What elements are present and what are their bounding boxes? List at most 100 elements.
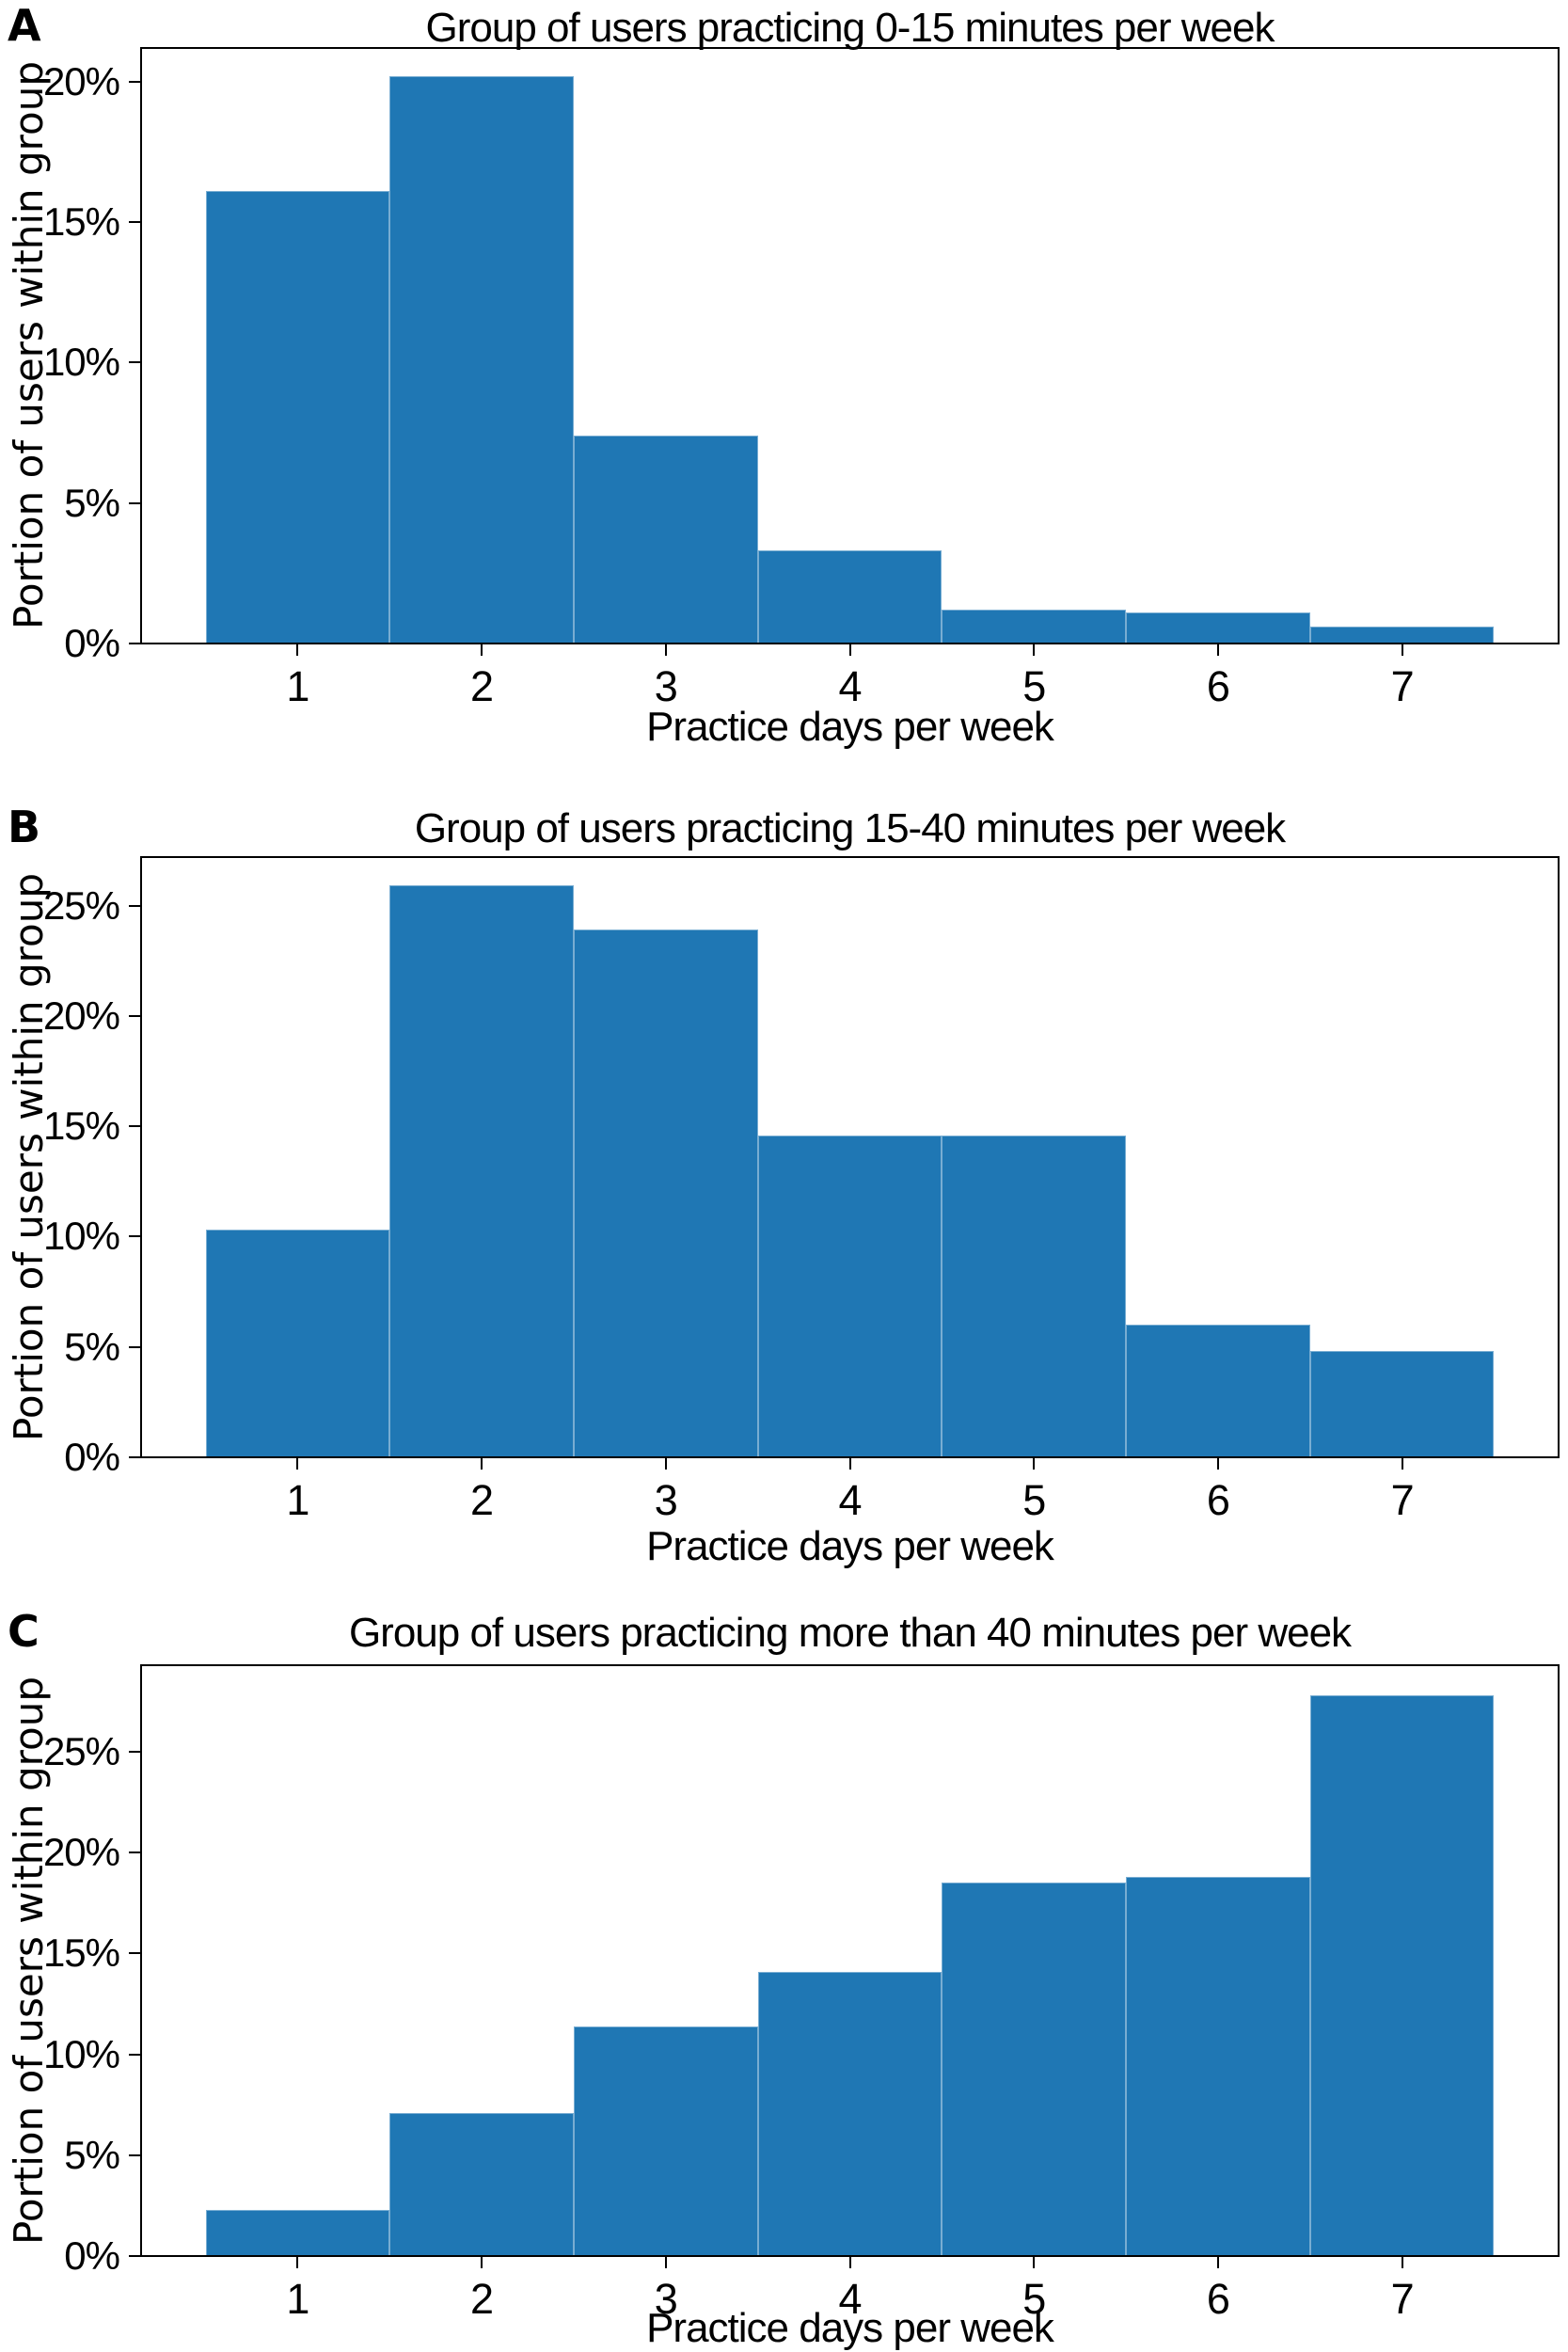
y-tick-label-panel-b-0: 0% [64,1435,120,1479]
y-axis-label-c: Portion of users within group [6,1677,52,2245]
histogram-bar-panel-a-day-6 [1126,612,1310,644]
x-tick-panel-a-5 [1033,644,1036,656]
panel-title-a: Group of users practicing 0-15 minutes p… [425,5,1275,51]
y-tick-label-panel-c-10: 10% [42,2031,120,2076]
x-tick-panel-a-4 [848,644,851,656]
y-tick-panel-b-15 [129,1125,140,1128]
y-tick-panel-c-25 [129,1751,140,1754]
x-tick-label-panel-b-6: 6 [1206,1476,1230,1524]
x-axis-label-b: Practice days per week [646,1523,1054,1569]
x-tick-panel-b-4 [848,1458,851,1470]
y-tick-label-panel-c-0: 0% [64,2233,120,2278]
y-tick-panel-c-10 [129,2053,140,2056]
y-tick-panel-c-20 [129,1851,140,1854]
x-tick-panel-c-6 [1216,2257,1219,2268]
x-tick-panel-c-4 [848,2257,851,2268]
x-axis-label-a: Practice days per week [646,704,1054,750]
x-tick-panel-a-2 [481,644,483,656]
x-tick-label-panel-b-3: 3 [654,1476,678,1524]
x-tick-label-panel-c-1: 1 [286,2275,309,2323]
y-tick-label-panel-c-20: 20% [42,1830,120,1875]
x-tick-label-panel-b-1: 1 [286,1476,309,1524]
y-tick-label-panel-b-15: 15% [42,1104,120,1149]
y-tick-panel-c-5 [129,2153,140,2156]
histogram-bar-panel-b-day-4 [757,1135,942,1457]
histogram-bar-panel-b-day-7 [1309,1351,1495,1457]
x-tick-label-panel-a-5: 5 [1022,662,1046,710]
y-tick-label-panel-a-10: 10% [42,340,120,385]
y-tick-label-panel-b-5: 5% [64,1324,120,1369]
histogram-bar-panel-b-day-1 [205,1230,390,1457]
histogram-bar-panel-c-day-2 [389,2112,574,2256]
x-tick-panel-b-1 [296,1458,299,1470]
x-tick-panel-c-1 [296,2257,299,2268]
histogram-bar-panel-c-day-4 [757,1971,942,2256]
x-tick-label-panel-c-4: 4 [838,2275,862,2323]
plot-area-a [140,47,1560,644]
x-tick-panel-a-1 [296,644,299,656]
x-tick-panel-b-7 [1401,1458,1403,1470]
x-tick-label-panel-c-2: 2 [470,2275,494,2323]
y-tick-panel-b-5 [129,1345,140,1348]
histogram-bar-panel-a-day-2 [389,75,574,644]
x-tick-label-panel-b-4: 4 [838,1476,862,1524]
x-tick-panel-a-6 [1216,644,1219,656]
x-tick-label-panel-a-7: 7 [1390,662,1415,710]
y-tick-panel-a-5 [129,501,140,504]
y-tick-label-panel-b-25: 25% [42,882,120,928]
x-tick-label-panel-b-5: 5 [1022,1476,1046,1524]
plot-area-c [140,1664,1560,2257]
histogram-bar-panel-c-day-6 [1126,1877,1310,2256]
y-tick-panel-a-10 [129,361,140,364]
panel-letter-b: B [8,802,41,852]
x-tick-label-panel-b-2: 2 [470,1476,494,1524]
x-tick-label-panel-a-4: 4 [838,662,862,710]
y-tick-panel-b-20 [129,1014,140,1017]
x-tick-label-panel-c-7: 7 [1390,2275,1415,2323]
y-tick-panel-b-10 [129,1235,140,1238]
y-tick-panel-b-0 [129,1456,140,1458]
histogram-bar-panel-a-day-3 [573,436,758,644]
histogram-bar-panel-a-day-1 [205,191,390,644]
y-tick-label-panel-c-15: 15% [42,1931,120,1976]
x-tick-panel-c-7 [1401,2257,1403,2268]
y-tick-label-panel-c-25: 25% [42,1729,120,1774]
y-tick-label-panel-a-0: 0% [64,621,120,665]
panel-letter-c: C [8,1606,40,1657]
histogram-bar-panel-c-day-7 [1309,1695,1495,2256]
x-tick-panel-c-3 [664,2257,667,2268]
y-axis-label-b: Portion of users within group [6,873,52,1441]
histogram-bar-panel-b-day-6 [1126,1325,1310,1457]
x-tick-panel-b-6 [1216,1458,1219,1470]
y-tick-label-panel-b-10: 10% [42,1214,120,1259]
y-tick-panel-a-20 [129,80,140,83]
x-tick-label-panel-c-5: 5 [1022,2275,1046,2323]
panel-title-c: Group of users practicing more than 40 m… [348,1610,1352,1656]
histogram-bar-panel-c-day-3 [573,2026,758,2256]
y-tick-label-panel-a-5: 5% [64,480,120,525]
histogram-bar-panel-b-day-5 [942,1135,1127,1457]
histogram-bar-panel-a-day-7 [1309,627,1495,644]
x-tick-panel-b-3 [664,1458,667,1470]
histogram-bar-panel-a-day-5 [942,610,1127,644]
x-tick-label-panel-a-6: 6 [1206,662,1230,710]
x-tick-label-panel-a-2: 2 [470,662,494,710]
x-tick-panel-c-5 [1033,2257,1036,2268]
y-tick-panel-b-25 [129,904,140,907]
x-axis-label-c: Practice days per week [646,2305,1054,2351]
histogram-bar-panel-b-day-2 [389,885,574,1457]
y-tick-label-panel-a-15: 15% [42,199,120,245]
histogram-bar-panel-b-day-3 [573,930,758,1457]
histogram-bar-panel-a-day-4 [757,550,942,644]
x-tick-label-panel-b-7: 7 [1390,1476,1415,1524]
y-tick-panel-c-0 [129,2255,140,2257]
y-tick-panel-c-15 [129,1952,140,1955]
histogram-bar-panel-c-day-1 [205,2209,390,2256]
x-tick-panel-b-5 [1033,1458,1036,1470]
panel-title-b: Group of users practicing 15-40 minutes … [414,805,1286,851]
x-tick-panel-b-2 [481,1458,483,1470]
